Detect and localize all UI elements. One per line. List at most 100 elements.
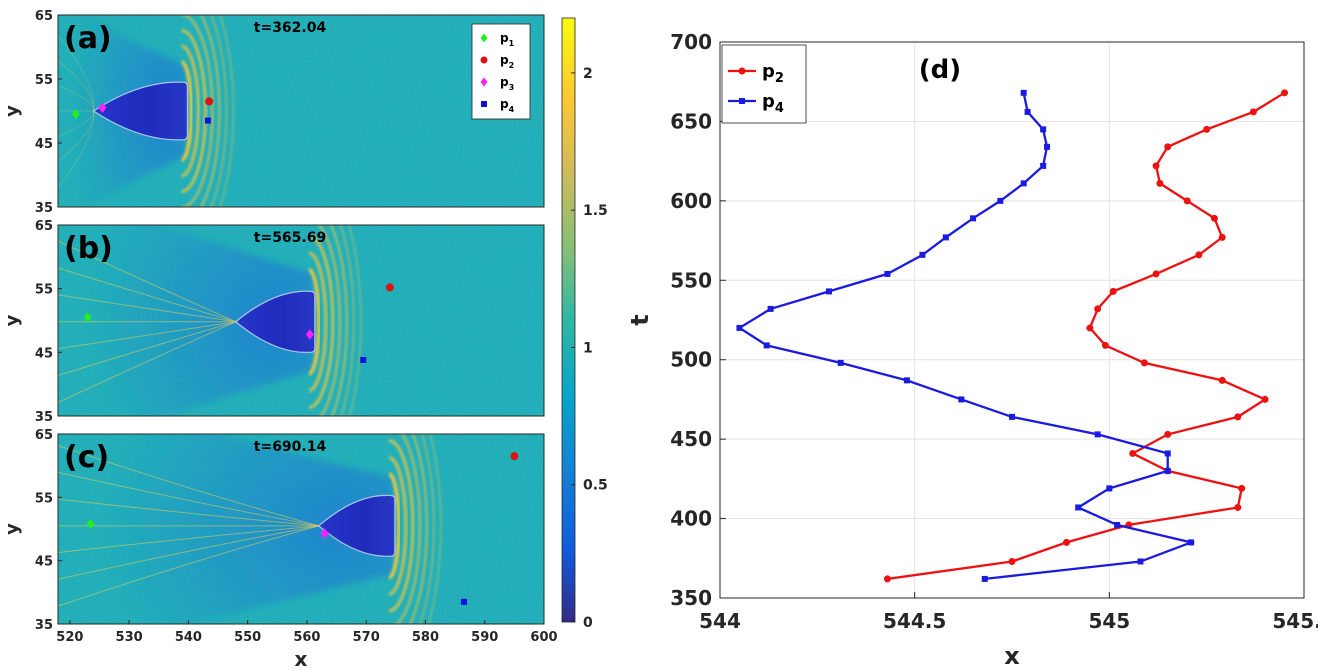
wave-arc bbox=[388, 439, 415, 613]
wake-filament bbox=[58, 525, 319, 580]
data-point-p4 bbox=[1106, 485, 1113, 492]
marker-p2 bbox=[510, 452, 519, 461]
data-point-p2 bbox=[1094, 305, 1102, 313]
panel-2: 35 45 55 65 y 520 530 540 550 560 570 580 590 600 x (c)… bbox=[2, 428, 558, 669]
wave-arc bbox=[408, 434, 429, 624]
wave-arc bbox=[388, 455, 408, 597]
wake-filament bbox=[58, 294, 236, 323]
data-point-p4 bbox=[1024, 108, 1031, 115]
y-tick-label: 55 bbox=[35, 491, 53, 506]
data-point-p4 bbox=[981, 575, 988, 582]
data-point-p2 bbox=[1008, 557, 1016, 565]
wave-arc bbox=[418, 434, 435, 624]
legend-label-p4: p4 bbox=[500, 97, 515, 114]
legend-marker-p2 bbox=[480, 56, 488, 64]
marker-p4 bbox=[360, 356, 367, 363]
data-point-p4 bbox=[1020, 180, 1027, 187]
wake-filament bbox=[58, 110, 95, 137]
data-point-p2 bbox=[1183, 197, 1191, 205]
x-tick-label: 560 bbox=[293, 630, 320, 645]
wave-arc bbox=[219, 15, 235, 207]
plot-frame bbox=[719, 41, 1305, 599]
panel-field bbox=[58, 225, 544, 416]
y-axis-label: y bbox=[2, 523, 23, 535]
data-point-p4 bbox=[958, 396, 965, 403]
y-tick-label: 35 bbox=[35, 410, 53, 425]
marker-p1 bbox=[86, 518, 95, 530]
data-point-p2 bbox=[1129, 449, 1137, 457]
data-point-p4 bbox=[1137, 558, 1144, 565]
x-tick-label: 540 bbox=[175, 630, 202, 645]
data-point-p2 bbox=[1203, 125, 1211, 133]
y-tick-label: 550 bbox=[670, 268, 712, 292]
data-point-p2 bbox=[1261, 395, 1269, 403]
wave-arc bbox=[329, 225, 349, 416]
data-point-p4 bbox=[1114, 521, 1121, 528]
data-point-p4 bbox=[763, 342, 770, 349]
data-point-p2 bbox=[1164, 143, 1172, 151]
wave-arc bbox=[308, 251, 328, 393]
data-point-p2 bbox=[1234, 413, 1242, 421]
data-point-p4 bbox=[826, 288, 833, 295]
marker-p2 bbox=[205, 97, 214, 106]
panel-frame bbox=[57, 14, 545, 208]
marker-p4 bbox=[460, 598, 467, 605]
wake-filament bbox=[58, 445, 319, 527]
data-point-p2 bbox=[1210, 214, 1218, 222]
panel-label: (c) bbox=[64, 440, 109, 475]
panel-frame bbox=[57, 433, 545, 625]
data-point-p4 bbox=[1040, 162, 1047, 169]
legend-label-p3: p3 bbox=[500, 75, 514, 92]
panel-1: 35 45 55 65 y (b) t=565.69 bbox=[2, 219, 545, 425]
y-tick-label: 700 bbox=[670, 30, 712, 54]
legend-label-p2: p2 bbox=[762, 61, 784, 86]
plot-area bbox=[720, 42, 1304, 598]
wave-arc bbox=[316, 225, 342, 416]
wave-arc bbox=[210, 15, 228, 207]
panel-field bbox=[58, 15, 544, 207]
y-tick-label: 65 bbox=[35, 9, 53, 24]
legend-marker-p1 bbox=[480, 33, 488, 43]
wake-filament bbox=[58, 110, 95, 188]
wake-filament bbox=[58, 498, 319, 527]
wave-arc bbox=[308, 267, 321, 376]
data-point-p4 bbox=[1164, 467, 1171, 474]
panel-label: (a) bbox=[64, 21, 112, 56]
data-point-p4 bbox=[1044, 143, 1051, 150]
marker-p3 bbox=[98, 102, 107, 113]
cavity bbox=[234, 290, 316, 353]
x-tick-label: 544.5 bbox=[883, 609, 946, 633]
data-point-p4 bbox=[1075, 504, 1082, 511]
panel-0: 35 45 55 65 y (a) t=362.04 p1 p2 p3 p4 bbox=[2, 9, 545, 216]
y-tick-label: 500 bbox=[670, 348, 712, 372]
wave-arc bbox=[339, 225, 355, 416]
series-line-p4 bbox=[737, 92, 1196, 581]
cavity bbox=[317, 494, 396, 557]
data-point-p2 bbox=[1218, 233, 1226, 241]
data-point-p4 bbox=[1188, 539, 1195, 546]
colorbar-tick-label: 0.5 bbox=[583, 478, 608, 494]
legend-marker-p4 bbox=[481, 101, 487, 107]
panel-label: (b) bbox=[64, 231, 113, 266]
colorbar-tick-label: 1 bbox=[583, 340, 593, 356]
wave-arc bbox=[181, 28, 208, 194]
y-axis-label: y bbox=[2, 314, 23, 326]
data-point-p2 bbox=[1281, 89, 1289, 97]
y-tick-label: 65 bbox=[35, 219, 53, 234]
data-point-p2 bbox=[1086, 324, 1094, 332]
y-tick-label: 55 bbox=[35, 73, 53, 88]
data-point-p2 bbox=[1109, 287, 1117, 295]
data-point-p4 bbox=[1164, 450, 1171, 457]
y-tick-label: 350 bbox=[670, 586, 712, 610]
x-axis-label: x bbox=[1004, 642, 1020, 669]
wake-filament bbox=[58, 85, 95, 112]
x-tick-label: 580 bbox=[412, 630, 439, 645]
data-point-p2 bbox=[1063, 538, 1071, 546]
data-point-p2 bbox=[1156, 179, 1164, 187]
x-tick-label: 590 bbox=[471, 630, 498, 645]
y-tick-label: 45 bbox=[35, 555, 53, 570]
x-axis-label: x bbox=[295, 647, 308, 669]
data-point-p2 bbox=[1152, 162, 1160, 170]
legend-marker-p4 bbox=[739, 98, 745, 104]
